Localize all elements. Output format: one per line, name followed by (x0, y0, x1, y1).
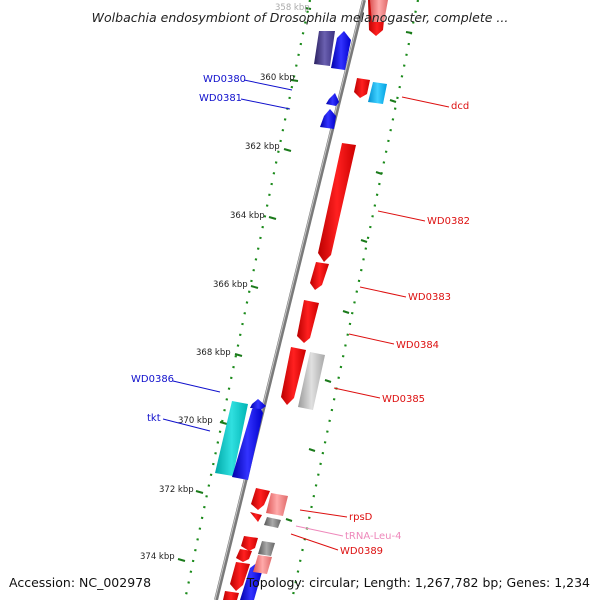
tick-mark (283, 148, 292, 152)
feature-wd0383[interactable] (310, 262, 329, 290)
genome-backbone-highlight (214, 0, 364, 600)
connector-wd0389 (290, 533, 339, 551)
feature-wd0385[interactable] (298, 352, 325, 410)
connector-tkt (162, 418, 211, 432)
connector-wd0382 (377, 210, 426, 222)
feature-rpsd[interactable] (266, 493, 288, 516)
feature-tkt[interactable] (232, 403, 263, 480)
tick-mark (250, 285, 259, 289)
connector-rpsd (299, 509, 348, 518)
tick-mark (389, 99, 397, 103)
gene-label-wd0384[interactable]: WD0384 (396, 340, 439, 351)
feature-wd0382[interactable] (318, 143, 356, 262)
feature-top-pink[interactable] (370, 0, 388, 22)
feature-wd0389-a[interactable] (241, 536, 258, 551)
tick-label: 368 kbp (196, 348, 231, 358)
feature-small-red-arrow[interactable] (250, 512, 262, 522)
tick-label: 362 kbp (245, 142, 280, 152)
gene-label-rpsd[interactable]: rpsD (349, 512, 373, 523)
tick-mark (219, 421, 228, 425)
feature-wd0389[interactable] (258, 541, 275, 556)
tick-mark (290, 79, 299, 82)
tick-label: 372 kbp (159, 485, 194, 495)
tick-label: 366 kbp (213, 280, 248, 290)
feature-wd0380[interactable] (331, 31, 351, 70)
tick-mark (234, 353, 243, 357)
feature-dcd[interactable] (368, 82, 387, 104)
accession-text: Accession: NC_002978 (9, 575, 152, 590)
tick-mark (375, 171, 383, 175)
map-title: Wolbachia endosymbiont of Drosophila mel… (91, 10, 509, 25)
feature-trna-leu4[interactable] (264, 517, 281, 528)
gene-label-wd0385[interactable]: WD0385 (382, 394, 425, 405)
feature-wd0386[interactable] (215, 401, 248, 476)
tick-label: 364 kbp (230, 211, 265, 221)
feature-red-bottom[interactable] (223, 591, 239, 600)
connector-wd0383 (359, 286, 407, 298)
feature-wd0389-b[interactable] (236, 549, 252, 562)
feature-wd0384[interactable] (297, 300, 319, 343)
tick-marks (177, 7, 413, 562)
genome-backbone (214, 0, 366, 600)
connector-wd0381 (240, 98, 291, 110)
connector-dcd (401, 96, 450, 108)
gene-label-wd0386[interactable]: WD0386 (131, 374, 174, 385)
feature-red-lower[interactable] (230, 562, 250, 591)
connector-trna (295, 525, 344, 537)
gene-label-wd0380[interactable]: WD0380 (203, 74, 246, 85)
feature-wd0381-b[interactable] (320, 109, 336, 129)
tick-label: 360 kbp (260, 73, 295, 83)
feature-wd0381-a[interactable] (326, 93, 339, 106)
connector-wd0380 (243, 79, 293, 91)
tick-mark (268, 216, 277, 220)
gene-label-dcd[interactable]: dcd (451, 101, 469, 112)
connector-wd0385 (333, 387, 381, 399)
feature-small-blue[interactable] (250, 399, 266, 409)
feature-rpsd-red[interactable] (251, 488, 270, 510)
tick-mark (342, 310, 350, 314)
tick-mark (360, 239, 368, 243)
feature-pink-lower[interactable] (253, 555, 272, 574)
gene-label-wd0381[interactable]: WD0381 (199, 93, 242, 104)
tick-label: 358 kbp (275, 3, 310, 13)
genome-summary-text: Topology: circular; Length: 1,267,782 bp… (246, 575, 590, 590)
tick-mark (285, 518, 293, 522)
tick-mark (324, 379, 332, 383)
tick-mark (195, 490, 204, 494)
gene-label-tkt[interactable]: tkt (147, 413, 161, 424)
connector-wd0384 (348, 333, 395, 345)
gene-label-wd0383[interactable]: WD0383 (408, 292, 451, 303)
feature-dcd-red[interactable] (354, 78, 370, 98)
tick-label: 374 kbp (140, 552, 175, 562)
feature-wd0385-red[interactable] (281, 347, 306, 405)
tick-mark (308, 448, 316, 452)
connector-wd0386 (172, 380, 221, 393)
tick-mark (304, 7, 312, 10)
tick-mark (405, 31, 413, 34)
gene-label-wd0389[interactable]: WD0389 (340, 546, 383, 557)
gene-label-trna-leu4[interactable]: tRNA-Leu-4 (345, 531, 401, 542)
feature-navy[interactable] (314, 31, 335, 66)
tick-mark (177, 558, 186, 562)
tick-label: 370 kbp (178, 416, 213, 426)
gene-label-wd0382[interactable]: WD0382 (427, 216, 470, 227)
